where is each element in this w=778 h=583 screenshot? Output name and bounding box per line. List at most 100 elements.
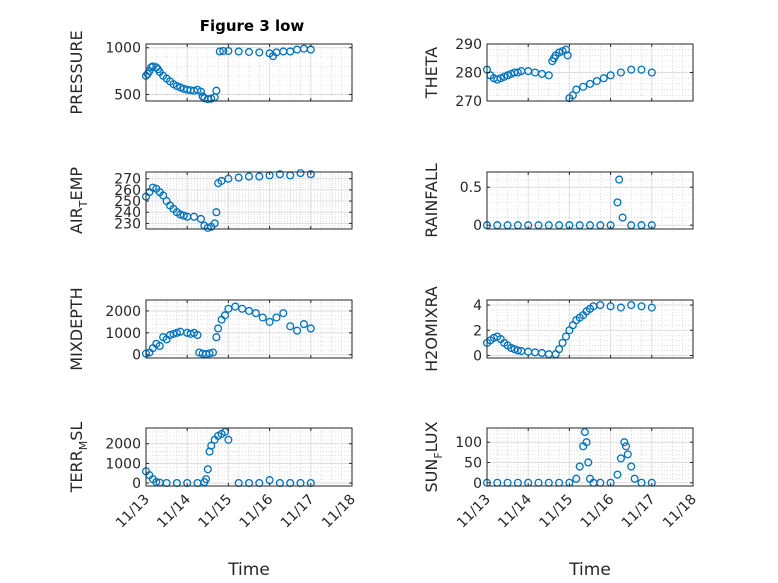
data-point	[637, 65, 646, 74]
data-point	[210, 219, 219, 228]
axes-box	[145, 171, 353, 230]
data-point	[621, 442, 631, 451]
axes-box	[145, 299, 353, 359]
data-point	[272, 313, 281, 322]
data-point	[580, 428, 589, 437]
y-tick-label: 290	[455, 37, 482, 53]
y-tick-label: 4	[473, 298, 482, 314]
data-point	[244, 306, 254, 315]
y-axis-label: SUNFLUX	[422, 421, 445, 492]
y-tick-label: 270	[455, 94, 482, 110]
data-point	[165, 330, 175, 340]
y-tick-label: 1000	[105, 41, 141, 57]
data-point	[244, 47, 254, 56]
y-axis-label: TERRMSL	[67, 422, 90, 494]
subplot-6: 0 2 4 H2OMIXRA	[422, 286, 694, 372]
axes-box	[145, 427, 353, 487]
data-point	[623, 450, 632, 459]
data-point	[296, 169, 305, 178]
y-tick-label: 0	[132, 476, 141, 492]
data-point	[575, 462, 584, 471]
data-point	[563, 51, 572, 60]
data-point	[293, 326, 302, 335]
data-point	[592, 77, 601, 86]
data-point	[212, 86, 221, 95]
data-point	[616, 68, 625, 77]
y-axis-label: RAINFALL	[422, 163, 441, 238]
data-point	[615, 175, 624, 184]
y-tick-label: 0	[473, 218, 482, 234]
data-point	[265, 317, 274, 326]
series-markers	[141, 302, 315, 359]
data-point	[616, 454, 625, 463]
axes-box	[486, 299, 694, 359]
figure-title: Figure 3 low	[200, 17, 305, 35]
y-tick-label: 0.5	[460, 180, 482, 196]
data-point	[584, 458, 593, 467]
data-point	[172, 328, 181, 337]
data-point	[155, 341, 164, 351]
data-point	[208, 348, 218, 357]
data-point	[572, 85, 581, 94]
subplot-2: 270 280 290 THETA	[422, 37, 694, 110]
data-point	[568, 91, 577, 100]
data-point	[561, 45, 571, 54]
data-point	[159, 191, 168, 200]
data-point	[279, 309, 288, 318]
data-point	[637, 302, 646, 311]
data-point	[244, 172, 254, 181]
data-point	[599, 74, 608, 83]
data-point	[224, 304, 233, 313]
data-point	[255, 172, 264, 181]
data-point	[582, 438, 591, 447]
data-point	[618, 213, 627, 222]
data-point	[613, 198, 622, 207]
data-point	[558, 338, 567, 347]
data-point	[224, 435, 233, 444]
data-point	[234, 173, 243, 182]
data-point	[207, 441, 216, 450]
data-point	[179, 211, 188, 220]
data-point	[214, 324, 223, 333]
data-point	[513, 346, 522, 355]
data-point	[596, 300, 605, 310]
data-point	[217, 176, 226, 185]
subplot-1: 500 1000 PRESSURE	[67, 30, 353, 115]
data-point	[627, 462, 636, 471]
data-point	[572, 474, 581, 483]
subplot-4: 0 0.5 RAINFALL	[422, 163, 694, 238]
y-axis-label: MIXDEPTH	[67, 287, 86, 370]
data-point	[193, 330, 202, 340]
y-tick-label: 240	[114, 205, 141, 221]
y-tick-label: 1000	[105, 456, 141, 472]
data-point	[647, 68, 656, 77]
series-markers	[141, 44, 315, 104]
data-point	[306, 324, 315, 333]
data-point	[196, 87, 205, 96]
y-tick-label: 2	[473, 323, 482, 339]
data-point	[203, 465, 212, 474]
y-tick-label: 250	[114, 194, 141, 210]
data-point	[238, 304, 247, 313]
data-point	[620, 438, 629, 447]
data-point	[579, 82, 588, 91]
x-axis-label: Time	[227, 560, 270, 580]
data-point	[231, 302, 240, 311]
data-point	[215, 47, 224, 56]
plot-area	[146, 428, 352, 486]
data-point	[212, 208, 221, 217]
data-point	[613, 470, 622, 479]
data-point	[306, 170, 315, 179]
data-point	[275, 170, 284, 179]
y-tick-label: 1000	[105, 326, 141, 342]
subplot-5: 0 1000 2000 MIXDEPTH	[67, 287, 353, 371]
y-axis-label: PRESSURE	[67, 30, 86, 114]
data-point	[255, 48, 264, 57]
data-point	[224, 174, 233, 183]
axes-box	[486, 427, 694, 487]
data-point	[212, 333, 221, 342]
y-tick-label: 100	[455, 435, 482, 451]
y-tick-label: 500	[114, 87, 141, 103]
data-point	[205, 349, 214, 358]
